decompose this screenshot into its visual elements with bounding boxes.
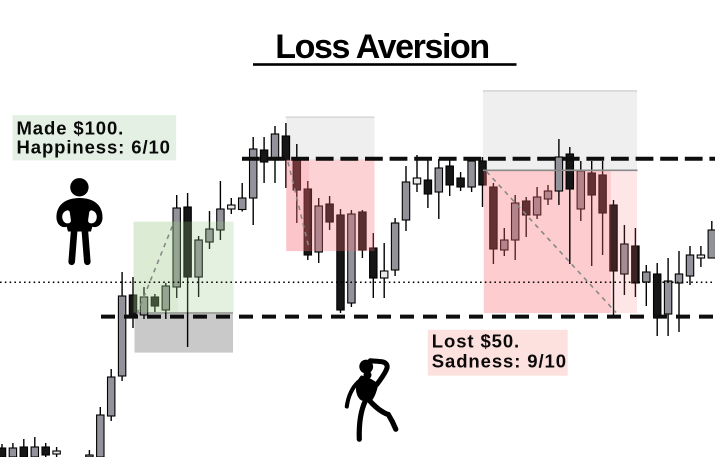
svg-text:Loss Aversion: Loss Aversion [275,28,489,66]
svg-text:Sadness: 9/10: Sadness: 9/10 [432,350,567,371]
svg-text:Made $100.: Made $100. [17,117,125,138]
svg-text:Happiness: 6/10: Happiness: 6/10 [17,137,171,158]
svg-text:Lost $50.: Lost $50. [432,331,520,352]
